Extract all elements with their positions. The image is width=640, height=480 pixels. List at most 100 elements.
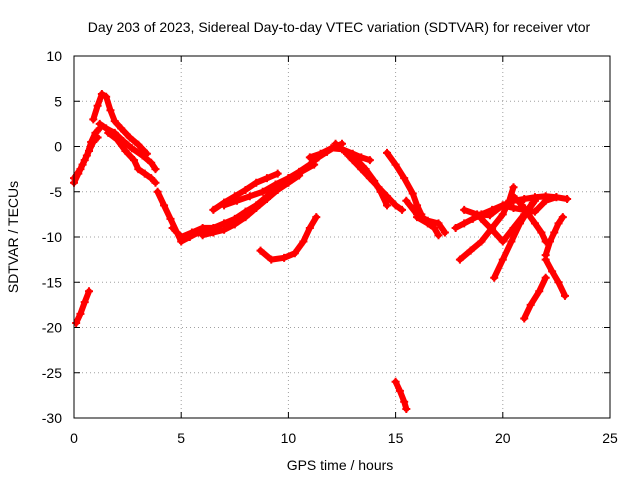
y-tick-label: 10 [46,48,62,64]
data-point [310,160,319,169]
data-point [297,167,306,176]
data-point [89,137,98,146]
data-point [477,237,486,246]
data-point [76,165,85,174]
data-point [340,147,349,156]
data-point [468,214,477,223]
data-point [241,185,250,194]
data-point [361,165,370,174]
data-point [541,255,550,264]
data-point [316,149,325,158]
data-point [430,223,439,232]
series-line [491,197,538,281]
data-point [220,225,229,234]
data-point [147,158,156,167]
data-point [112,135,121,144]
data-point [440,228,449,237]
x-tick-labels: 0 5 10 15 20 25 [70,430,618,446]
data-point [305,153,314,162]
series-track-23 [509,192,550,246]
data-point [550,228,559,237]
data-point [560,291,569,300]
x-tick-label: 25 [602,430,618,446]
series-line [257,214,320,263]
data-point [80,298,89,307]
data-point [545,237,554,246]
data-point [138,151,147,160]
series-track-17 [413,213,443,240]
data-point [76,309,85,318]
data-point [370,176,379,185]
series-line [199,172,303,239]
chart-title: Day 203 of 2023, Sidereal Day-to-day VTE… [88,19,591,35]
y-tick-label: -30 [42,410,62,426]
data-point [85,287,94,296]
data-point [160,201,169,210]
data-point [262,194,271,203]
data-point [93,101,102,110]
data-point [104,128,113,137]
axis-ticks [73,55,611,419]
data-point [515,219,524,228]
data-point [140,169,149,178]
data-point [80,156,89,165]
data-point [187,228,196,237]
data-point [408,189,417,198]
series-line [414,214,442,239]
data-point [110,117,119,126]
data-point [267,255,276,264]
x-tick-label: 0 [70,430,78,446]
data-point [72,318,81,327]
data-point [473,210,482,219]
data-point [526,300,535,309]
data-point [252,178,261,187]
series-line [521,274,549,322]
x-tick-label: 20 [495,430,511,446]
data-point [127,144,136,153]
data-point [299,237,308,246]
data-point [507,237,516,246]
data-point [498,237,507,246]
data-point [273,185,282,194]
data-point [85,147,94,156]
data-point [485,211,494,220]
data-series [70,90,572,413]
data-point [125,133,134,142]
data-point [151,178,160,187]
data-point [97,90,106,99]
data-point [554,278,563,287]
data-point [434,219,443,228]
x-axis-label: GPS time / hours [287,457,394,473]
data-point [284,174,293,183]
data-point [505,196,514,205]
series-line [542,256,568,299]
data-point [520,194,529,203]
series-line [392,378,410,412]
series-track-16 [402,196,449,237]
data-point [509,204,518,213]
data-point [509,192,518,201]
series-line [403,197,448,236]
data-point [391,160,400,169]
data-point [151,165,160,174]
data-point [252,204,261,213]
data-point [89,115,98,124]
data-point [312,213,321,222]
data-point [402,196,411,205]
data-point [530,219,539,228]
data-point [357,153,366,162]
series-line [73,288,92,326]
data-point [466,246,475,255]
data-point [327,144,336,153]
data-point [535,287,544,296]
series-track-3 [89,90,151,158]
data-point [153,187,162,196]
x-tick-label: 15 [388,430,404,446]
data-point [490,273,499,282]
data-point [271,180,280,189]
data-point [209,228,218,237]
data-point [209,205,218,214]
series-line [90,91,150,157]
data-point [413,201,422,210]
